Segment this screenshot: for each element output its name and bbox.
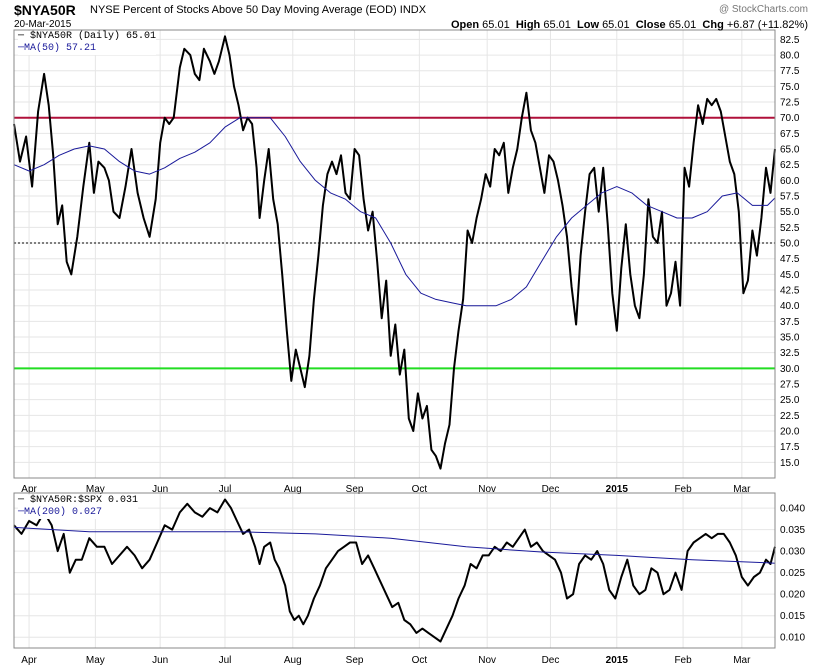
month-label: May [86,655,105,666]
y-tick-label: 67.5 [780,129,800,140]
ratio-legend-series-label: $NYA50R:$SPX 0.031 [30,495,139,506]
price-series-line [13,498,776,643]
y-tick-label: 60.0 [780,176,800,187]
main-legend-series-label: $NYA50R (Daily) 65.01 [30,31,157,42]
y-tick-label: 22.5 [780,411,800,422]
month-label: Sep [346,655,364,666]
y-tick-label: 47.5 [780,254,800,265]
high-value: 65.01 [543,19,571,31]
change-value: +6.87 (+11.82%) [726,19,808,31]
month-label: Jul [219,484,232,495]
close-value: 65.01 [668,19,697,31]
y-tick-label: 32.5 [780,348,800,359]
ratio-legend: ─ $NYA50R:$SPX 0.031 ─MA(200) 0.027 [18,495,139,519]
month-label: 2015 [606,484,629,495]
open-label: Open [450,19,480,31]
month-label: Jul [219,655,232,666]
main-legend-ma: ─MA(50) 57.21 [18,43,97,54]
main-legend: ─ $NYA50R (Daily) 65.01 ─MA(50) 57.21 [18,31,157,55]
month-label: Jun [152,655,168,666]
low-value: 65.01 [602,19,630,31]
y-tick-label: 0.015 [780,611,805,622]
month-label: Aug [284,484,302,495]
main-legend-ma-label: MA(50) 57.21 [24,43,97,54]
y-tick-label: 65.0 [780,145,800,156]
low-label: Low [577,19,599,31]
y-tick-label: 40.0 [780,301,800,312]
y-tick-label: 55.0 [780,207,800,218]
month-label: Jun [152,484,168,495]
y-tick-label: 42.5 [780,286,800,297]
open-value: 65.01 [482,19,510,31]
month-label: May [86,484,105,495]
stockcharts-watermark: @ StockCharts.com [718,4,808,15]
month-label: Mar [733,484,751,495]
price-series-line [13,35,776,470]
y-tick-label: 35.0 [780,333,800,344]
y-tick-label: 25.0 [780,395,800,406]
y-tick-label: 27.5 [780,380,800,391]
panel-border [13,29,776,479]
y-tick-label: 57.5 [780,192,800,203]
y-tick-label: 45.0 [780,270,800,281]
month-label: Nov [478,484,496,495]
month-label: Mar [733,655,751,666]
month-label: Dec [542,655,560,666]
chart-symbol: $NYA50R [14,2,76,18]
close-label: Close [635,19,666,31]
month-label: Nov [478,655,496,666]
month-label: 2015 [606,655,629,666]
y-tick-label: 82.5 [780,35,800,46]
chart-description: NYSE Percent of Stocks Above 50 Day Movi… [90,4,427,16]
month-label: Feb [674,484,692,495]
y-tick-label: 50.0 [780,239,800,250]
high-label: High [515,19,541,31]
month-label: Dec [542,484,560,495]
y-tick-label: 62.5 [780,160,800,171]
month-label: Apr [21,484,37,495]
y-tick-label: 75.0 [780,82,800,93]
y-tick-label: 30.0 [780,364,800,375]
ratio-legend-series: ─ $NYA50R:$SPX 0.031 [18,495,139,506]
y-tick-label: 80.0 [780,51,800,62]
y-tick-label: 0.020 [780,590,805,601]
y-tick-label: 0.025 [780,568,805,579]
y-tick-label: 0.010 [780,633,805,644]
y-tick-label: 52.5 [780,223,800,234]
y-tick-label: 70.0 [780,113,800,124]
ratio-panel: 0.010 0.015 0.020 0.025 0.030 0.035 0.040 Apr Ma… [13,492,805,666]
main-panel: 15.0 17.5 20.0 22.5 25.0 27.5 30.0 32.5 35.0 37.5… [13,29,800,495]
month-label: Apr [21,655,37,666]
month-label: Aug [284,655,302,666]
ohlc-readout: Open 65.01 High 65.01 Low 65.01 Close 65… [451,19,808,31]
y-tick-label: 0.035 [780,525,805,536]
y-tick-label: 0.030 [780,547,805,558]
moving-average-line [13,117,776,307]
month-label: Oct [412,655,428,666]
month-label: Sep [346,484,364,495]
y-tick-label: 17.5 [780,442,800,453]
change-label: Chg [702,19,724,31]
main-legend-series: ─ $NYA50R (Daily) 65.01 [18,31,157,42]
month-label: Oct [412,484,428,495]
y-tick-label: 20.0 [780,427,800,438]
moving-average-line [13,526,776,564]
month-label: Feb [674,655,692,666]
y-tick-label: 37.5 [780,317,800,328]
panel-border [13,492,776,649]
y-tick-label: 72.5 [780,98,800,109]
chart-date: 20-Mar-2015 [14,19,72,30]
ratio-legend-ma-label: MA(200) 0.027 [24,507,103,518]
ratio-legend-ma: ─MA(200) 0.027 [18,507,103,518]
y-tick-label: 77.5 [780,66,800,77]
y-tick-label: 0.040 [780,504,805,515]
y-tick-label: 15.0 [780,458,800,469]
